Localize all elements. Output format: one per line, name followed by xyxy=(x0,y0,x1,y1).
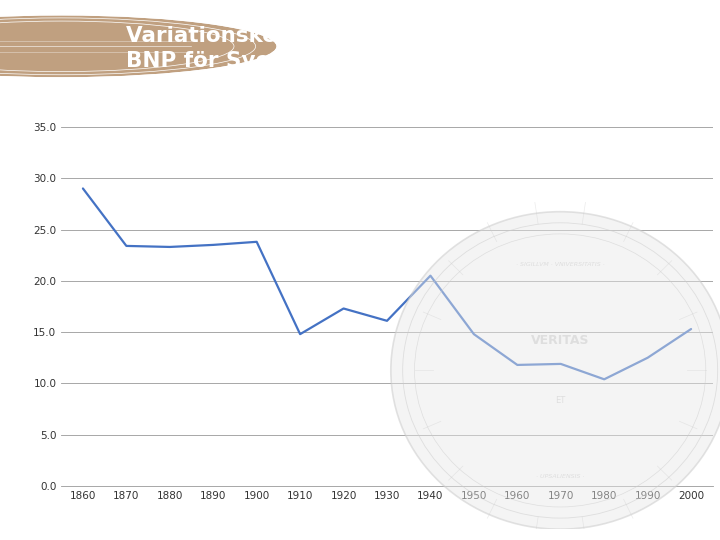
Text: UPPSALA
UNIVERSITET: UPPSALA UNIVERSITET xyxy=(35,84,87,97)
Text: VERITAS: VERITAS xyxy=(531,334,590,347)
Text: · SIGILLVM · VNIVERSITATIS ·: · SIGILLVM · VNIVERSITATIS · xyxy=(516,262,605,267)
Text: ET: ET xyxy=(555,396,565,405)
Circle shape xyxy=(391,212,720,529)
Text: · UPSALIENSIS ·: · UPSALIENSIS · xyxy=(536,474,585,479)
Circle shape xyxy=(0,15,277,78)
Text: Variationskoefficient över tid (regional
BNP för Sverige 1860-2000): Variationskoefficient över tid (regional… xyxy=(126,25,596,71)
